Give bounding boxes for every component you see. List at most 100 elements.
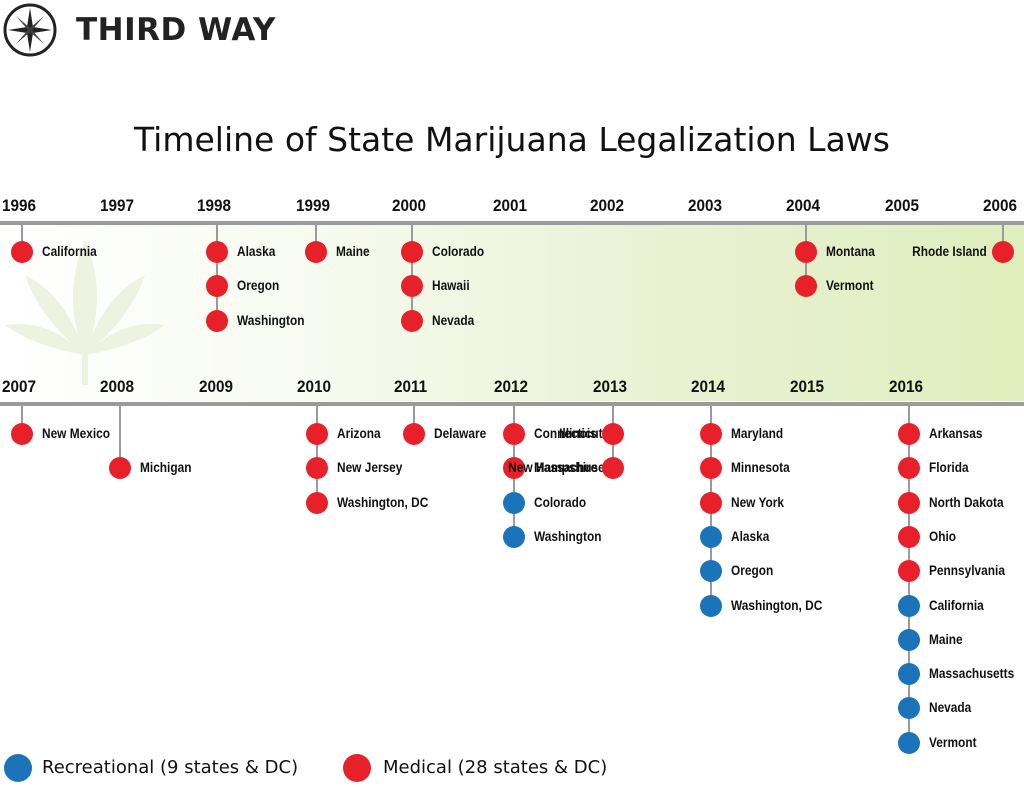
year-label: 2009 bbox=[199, 377, 234, 396]
event-marker-recreational bbox=[898, 594, 920, 617]
event-marker-medical bbox=[401, 275, 423, 298]
year-label: 2013 bbox=[593, 377, 628, 396]
state-label: Massachusetts bbox=[534, 460, 620, 476]
event-marker-recreational bbox=[503, 525, 525, 548]
event-marker-medical bbox=[700, 491, 722, 514]
year-label: 2014 bbox=[691, 377, 726, 396]
event-marker-recreational bbox=[700, 560, 722, 583]
state-label: Nevada bbox=[432, 312, 475, 328]
event-marker-medical bbox=[700, 457, 722, 480]
state-label: New York bbox=[731, 494, 785, 510]
year-label: 2006 bbox=[983, 196, 1018, 215]
event-marker-medical bbox=[206, 241, 228, 263]
compass-logo-icon bbox=[3, 3, 57, 57]
state-label: New Mexico bbox=[42, 426, 111, 441]
event-marker-medical bbox=[306, 491, 328, 514]
event-marker-medical bbox=[403, 423, 425, 445]
event-stem-2010 bbox=[316, 406, 318, 503]
event-marker-medical bbox=[11, 241, 33, 263]
state-label: New Hampshire bbox=[507, 460, 597, 476]
event-marker-medical bbox=[898, 491, 920, 514]
event-marker-recreational bbox=[700, 525, 722, 548]
year-label: 2007 bbox=[2, 377, 37, 396]
page-title: Timeline of State Marijuana Legalization… bbox=[134, 120, 890, 159]
year-label: 1999 bbox=[296, 196, 331, 215]
event-marker-medical bbox=[602, 457, 624, 480]
year-label: 2008 bbox=[100, 377, 135, 396]
timeline-axis-2 bbox=[0, 402, 1024, 406]
state-label: Vermont bbox=[929, 734, 977, 750]
state-label: Arizona bbox=[337, 426, 381, 441]
state-label: Oregon bbox=[731, 563, 774, 579]
event-stem-2007 bbox=[21, 406, 23, 434]
cannabis-leaf-icon bbox=[5, 240, 165, 385]
event-marker-medical bbox=[602, 423, 624, 445]
state-label: Montana bbox=[826, 244, 875, 259]
state-label: Maine bbox=[929, 631, 963, 647]
state-label: Minnesota bbox=[731, 460, 790, 476]
year-label: 2002 bbox=[590, 196, 625, 215]
event-marker-medical bbox=[795, 275, 817, 298]
brand-name: THIRD WAY bbox=[76, 12, 276, 48]
state-label: Arkansas bbox=[929, 426, 983, 441]
state-label: Vermont bbox=[826, 278, 874, 294]
year-label: 2016 bbox=[889, 377, 924, 396]
year-label: 2010 bbox=[297, 377, 332, 396]
event-marker-recreational bbox=[898, 697, 920, 720]
event-stem-2011 bbox=[413, 406, 415, 434]
state-label: Illinois bbox=[559, 426, 597, 441]
event-marker-medical bbox=[898, 457, 920, 480]
event-marker-recreational bbox=[898, 628, 920, 651]
event-marker-recreational bbox=[898, 663, 920, 686]
legend-recreational-label: Recreational (9 states & DC) bbox=[42, 757, 299, 778]
state-label: Washington bbox=[534, 528, 602, 544]
event-marker-medical bbox=[898, 560, 920, 583]
event-marker-medical bbox=[795, 241, 817, 263]
state-label: Delaware bbox=[434, 426, 487, 441]
event-marker-medical bbox=[306, 423, 328, 445]
state-label: California bbox=[929, 597, 984, 613]
state-label: North Dakota bbox=[929, 494, 1004, 510]
event-marker-medical bbox=[206, 275, 228, 298]
event-marker-medical bbox=[503, 457, 525, 480]
state-label: Maine bbox=[336, 244, 370, 259]
event-marker-medical bbox=[700, 423, 722, 445]
event-marker-medical bbox=[503, 423, 525, 445]
state-label: Maryland bbox=[731, 426, 784, 441]
state-label: Ohio bbox=[929, 528, 957, 544]
event-stem-1998 bbox=[216, 225, 218, 321]
year-label: 2003 bbox=[688, 196, 723, 215]
event-stem-2000 bbox=[411, 225, 413, 321]
state-label: Colorado bbox=[534, 494, 587, 510]
timeline-axis-1 bbox=[0, 221, 1024, 225]
event-marker-medical bbox=[401, 241, 423, 263]
event-marker-medical bbox=[992, 241, 1014, 263]
state-label: Alaska bbox=[237, 244, 276, 259]
event-stem-2008 bbox=[119, 406, 121, 469]
event-marker-recreational bbox=[700, 594, 722, 617]
state-label: Pennsylvania bbox=[929, 563, 1005, 579]
state-label: Colorado bbox=[432, 244, 485, 259]
event-stem-1996 bbox=[21, 225, 23, 252]
year-label: 1997 bbox=[100, 196, 135, 215]
year-label: 1998 bbox=[197, 196, 232, 215]
year-label: 2001 bbox=[493, 196, 528, 215]
year-label: 2005 bbox=[885, 196, 920, 215]
event-marker-recreational bbox=[503, 491, 525, 514]
state-label: Michigan bbox=[140, 460, 192, 476]
state-label: California bbox=[42, 244, 97, 259]
state-label: Florida bbox=[929, 460, 969, 476]
state-label: New Jersey bbox=[337, 460, 403, 476]
state-label: Nevada bbox=[929, 700, 972, 716]
year-label: 2012 bbox=[494, 377, 529, 396]
state-label: Alaska bbox=[731, 528, 770, 544]
state-label: Massachusetts bbox=[929, 666, 1015, 682]
state-label: Hawaii bbox=[432, 278, 470, 294]
event-stem-2006 bbox=[1002, 225, 1004, 252]
event-marker-medical bbox=[306, 457, 328, 480]
state-label: Connecticut bbox=[534, 426, 603, 441]
event-marker-recreational bbox=[898, 731, 920, 754]
background-gradient-band bbox=[0, 224, 1024, 401]
event-marker-medical bbox=[109, 457, 131, 480]
year-label: 1996 bbox=[2, 196, 37, 215]
